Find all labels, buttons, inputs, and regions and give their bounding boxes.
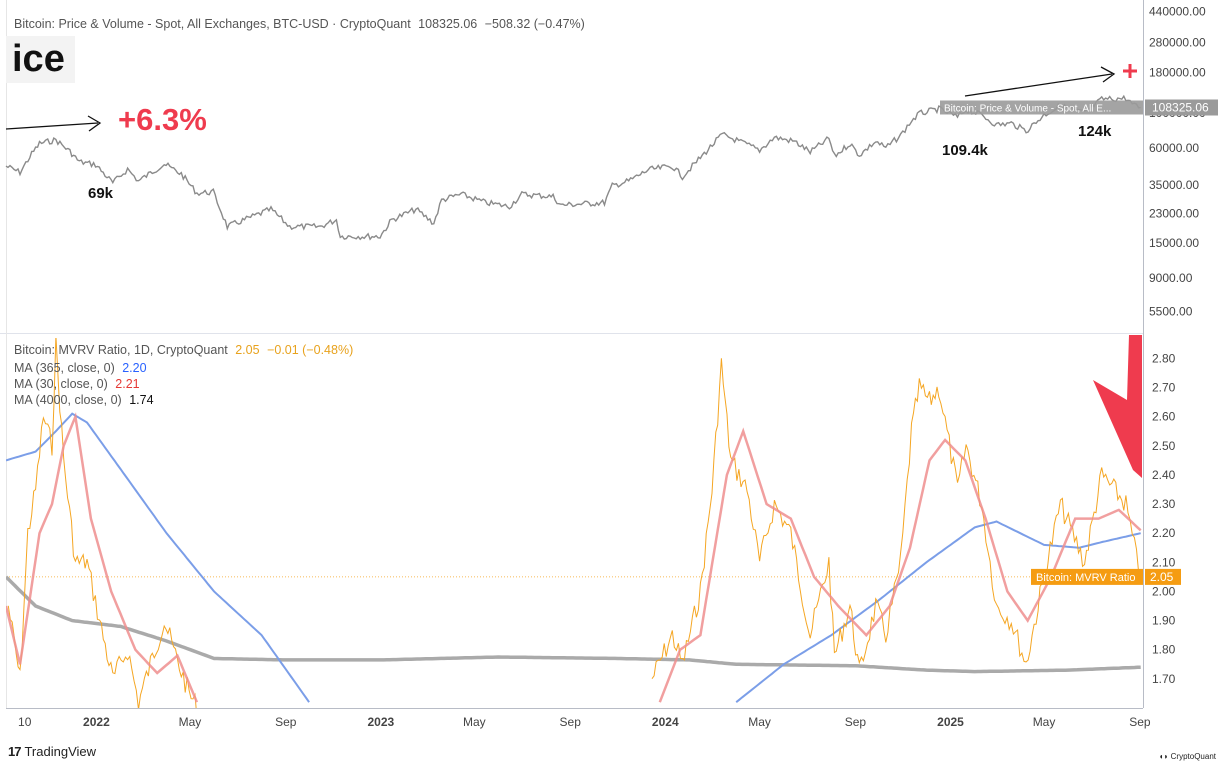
price-last-tag-bg bbox=[940, 100, 1143, 115]
price-tick-label: 440000.00 bbox=[1149, 5, 1206, 19]
mvrv-tick-label: 2.70 bbox=[1152, 381, 1176, 395]
grid-layer bbox=[0, 0, 1143, 708]
mvrv-tick-label: 2.50 bbox=[1152, 439, 1176, 453]
price-legend-title: Bitcoin: Price & Volume - Spot, All Exch… bbox=[14, 17, 411, 31]
mvrv-tick-label: 2.20 bbox=[1152, 526, 1176, 540]
axis-layer: 440000.00280000.00180000.00100000.006000… bbox=[6, 0, 1206, 729]
ma4000-legend-label: MA (4000, close, 0) bbox=[14, 393, 122, 407]
mvrv-legend: Bitcoin: MVRV Ratio, 1D, CryptoQuant 2.0… bbox=[14, 343, 353, 357]
price-tick-label: 9000.00 bbox=[1149, 271, 1193, 285]
ma30-line bbox=[658, 427, 1142, 703]
mvrv-tick-label: 2.30 bbox=[1152, 497, 1176, 511]
price-title-snippet: ice bbox=[6, 36, 75, 83]
ma4000-line bbox=[6, 575, 1141, 674]
indicator-plot bbox=[6, 338, 1143, 708]
mvrv-last-tag-text: Bitcoin: MVRV Ratio bbox=[1036, 572, 1135, 584]
price-tick-label: 35000.00 bbox=[1149, 178, 1199, 192]
cryptoquant-label: CryptoQuant bbox=[1170, 752, 1216, 761]
indicator-layer bbox=[6, 338, 1143, 708]
price-tick-label: 60000.00 bbox=[1149, 141, 1199, 155]
mvrv-line bbox=[7, 338, 199, 708]
mvrv-tick-label: 2.40 bbox=[1152, 468, 1176, 482]
red-down-arrow bbox=[1093, 335, 1142, 478]
annotation-69k: 69k bbox=[88, 185, 114, 202]
time-tick-label: Sep bbox=[560, 715, 582, 729]
arrow-left-line bbox=[5, 122, 99, 130]
price-last-tag-text: Bitcoin: Price & Volume - Spot, All E... bbox=[944, 103, 1111, 114]
time-tick-label: Sep bbox=[845, 715, 867, 729]
time-tick-label: 10 bbox=[18, 715, 32, 729]
mvrv-last-value-bg bbox=[1145, 568, 1181, 585]
price-legend-value: 108325.06 bbox=[418, 17, 478, 31]
time-tick-label: 2022 bbox=[83, 715, 110, 729]
tradingview-label: TradingView bbox=[24, 744, 97, 759]
time-tick-label: 2025 bbox=[937, 715, 964, 729]
price-legend: Bitcoin: Price & Volume - Spot, All Exch… bbox=[14, 17, 585, 31]
ma365-legend-label: MA (365, close, 0) bbox=[14, 361, 115, 375]
mvrv-tick-label: 2.80 bbox=[1152, 351, 1176, 365]
tradingview-brand[interactable]: 17 TradingView bbox=[8, 744, 96, 759]
ma4000-legend-value: 1.74 bbox=[129, 393, 154, 407]
price-legend-change: −508.32 (−0.47%) bbox=[484, 17, 585, 31]
time-tick-label: May bbox=[1033, 715, 1056, 729]
mvrv-tick-label: 1.80 bbox=[1152, 643, 1176, 657]
mvrv-legend-title: Bitcoin: MVRV Ratio, 1D, CryptoQuant bbox=[14, 343, 228, 357]
mvrv-last-value: 2.05 bbox=[1150, 570, 1174, 584]
mvrv-line bbox=[651, 358, 1142, 679]
ma365-legend-value: 2.20 bbox=[122, 361, 147, 375]
cryptoquant-brand: ◖◗ CryptoQuant bbox=[1159, 752, 1216, 761]
arrow-right-line bbox=[964, 73, 1113, 97]
time-tick-label: May bbox=[748, 715, 771, 729]
price-tick-label: 280000.00 bbox=[1149, 35, 1206, 49]
ma30-legend-value: 2.21 bbox=[115, 377, 140, 391]
ma365-line bbox=[6, 412, 310, 703]
mvrv-last-tag-bg bbox=[1031, 568, 1143, 585]
annotation-pct: +6.3% bbox=[118, 102, 207, 137]
mvrv-legend-value: 2.05 bbox=[235, 343, 260, 357]
mvrv-tick-label: 1.70 bbox=[1152, 672, 1176, 686]
annotation-109k: 109.4k bbox=[942, 142, 989, 159]
mvrv-tick-label: 2.60 bbox=[1152, 410, 1176, 424]
mvrv-legend-change: −0.01 (−0.48%) bbox=[267, 343, 354, 357]
ma30-legend-label: MA (30, close, 0) bbox=[14, 377, 108, 391]
time-tick-label: 2023 bbox=[367, 715, 394, 729]
time-tick-label: Sep bbox=[275, 715, 297, 729]
ma4000-legend: MA (4000, close, 0) 1.74 bbox=[14, 393, 154, 407]
tradingview-logo-icon: 17 bbox=[8, 744, 22, 759]
mvrv-tick-label: 1.90 bbox=[1152, 614, 1176, 628]
price-last-value-bg bbox=[1145, 99, 1218, 116]
ma30-line bbox=[6, 412, 199, 703]
ma365-legend: MA (365, close, 0) 2.20 bbox=[14, 361, 147, 375]
annotation-layer: Bitcoin: Price & Volume - Spot, All E...… bbox=[5, 64, 1218, 585]
ma30-legend: MA (30, close, 0) 2.21 bbox=[14, 377, 140, 391]
cryptoquant-logo-icon: ◖◗ bbox=[1158, 752, 1169, 761]
arrow-right-head bbox=[1100, 66, 1116, 83]
mvrv-tick-label: 2.00 bbox=[1152, 584, 1176, 598]
price-tick-label: 23000.00 bbox=[1149, 207, 1199, 221]
price-last-value: 108325.06 bbox=[1152, 100, 1209, 114]
mvrv-tick-label: 2.10 bbox=[1152, 555, 1176, 569]
time-tick-label: Sep bbox=[1129, 715, 1151, 729]
price-tick-label: 5500.00 bbox=[1149, 305, 1193, 319]
time-tick-label: May bbox=[179, 715, 202, 729]
arrow-left-head bbox=[87, 115, 102, 132]
price-tick-label: 15000.00 bbox=[1149, 236, 1199, 250]
time-tick-label: May bbox=[463, 715, 486, 729]
time-tick-label: 2024 bbox=[652, 715, 679, 729]
ma365-line bbox=[735, 520, 1141, 703]
annotation-124k: 124k bbox=[1078, 123, 1112, 140]
price-tick-label: 180000.00 bbox=[1149, 66, 1206, 80]
